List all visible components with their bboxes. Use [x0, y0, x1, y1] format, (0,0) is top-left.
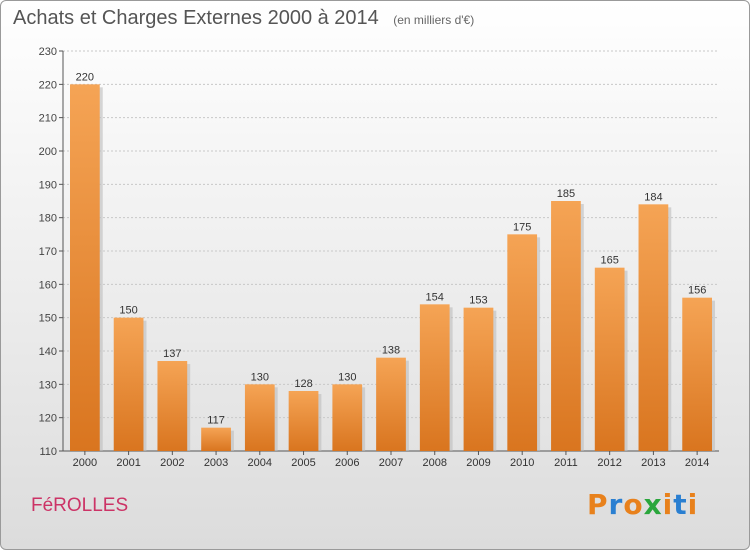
logo-letter: x — [643, 488, 663, 521]
logo-letter: r — [608, 488, 624, 521]
x-tick-label: 2013 — [641, 457, 665, 469]
bar-value-label: 175 — [513, 221, 531, 233]
y-tick-label: 130 — [39, 379, 57, 391]
y-tick-label: 230 — [39, 46, 57, 58]
x-tick-label: 2005 — [291, 457, 315, 469]
x-tick-label: 2009 — [466, 457, 490, 469]
bar-value-label: 128 — [294, 378, 312, 390]
chart-title: Achats et Charges Externes 2000 à 2014 — [13, 7, 379, 29]
x-tick-label: 2014 — [685, 457, 709, 469]
y-tick-label: 180 — [39, 213, 57, 225]
chart-subtitle: (en milliers d'€) — [393, 13, 475, 27]
bar — [507, 234, 538, 451]
bar-value-label: 138 — [382, 345, 400, 357]
logo-letter: P — [587, 488, 609, 521]
x-tick-label: 2004 — [248, 457, 272, 469]
bar — [419, 304, 450, 451]
bar — [157, 361, 188, 451]
x-tick-label: 2012 — [597, 457, 621, 469]
x-tick-label: 2011 — [554, 457, 578, 469]
logo-letter: t — [673, 488, 688, 521]
bar-value-label: 130 — [338, 371, 356, 383]
x-tick-label: 2000 — [73, 457, 97, 469]
y-tick-label: 210 — [39, 113, 57, 125]
bar — [682, 297, 713, 451]
bar — [113, 317, 144, 451]
bar — [551, 201, 581, 451]
logo-letter: i — [662, 488, 674, 521]
bar-value-label: 185 — [557, 188, 575, 200]
x-tick-label: 2002 — [160, 457, 184, 469]
bar-value-label: 154 — [426, 291, 444, 303]
bar-value-label: 137 — [163, 348, 181, 360]
bar — [463, 307, 494, 451]
x-tick-label: 2006 — [335, 457, 359, 469]
x-tick-label: 2007 — [379, 457, 403, 469]
x-tick-label: 2001 — [116, 457, 140, 469]
y-tick-label: 200 — [39, 146, 57, 158]
x-tick-label: 2010 — [510, 457, 534, 469]
y-tick-label: 160 — [39, 279, 57, 291]
y-tick-label: 140 — [39, 346, 57, 358]
logo-letter: i — [687, 488, 699, 521]
y-tick-label: 170 — [39, 246, 57, 258]
bar-value-label: 130 — [251, 371, 269, 383]
bar — [594, 267, 625, 451]
y-tick-label: 110 — [39, 446, 57, 458]
logo-letter: o — [623, 488, 644, 521]
bar-value-label: 117 — [207, 415, 225, 427]
y-tick-label: 220 — [39, 79, 57, 91]
y-tick-label: 150 — [39, 313, 57, 325]
bar — [244, 384, 275, 451]
bar-value-label: 150 — [119, 305, 137, 317]
bar-value-label: 184 — [644, 191, 662, 203]
chart-title-row: Achats et Charges Externes 2000 à 2014 (… — [13, 7, 474, 30]
proxiti-logo: Proxiti — [587, 488, 698, 521]
bar — [332, 384, 363, 451]
bar — [288, 391, 319, 451]
bar-value-label: 156 — [688, 285, 706, 297]
y-tick-label: 190 — [39, 179, 57, 191]
commune-name: FéROLLES — [31, 495, 129, 516]
x-tick-label: 2008 — [422, 457, 446, 469]
x-tick-label: 2003 — [204, 457, 228, 469]
bar-value-label: 165 — [600, 255, 618, 267]
y-tick-label: 120 — [39, 413, 57, 425]
bar-value-label: 220 — [76, 71, 94, 83]
bar-value-label: 153 — [469, 295, 487, 307]
bar — [376, 357, 406, 451]
bar — [69, 84, 100, 451]
bar — [638, 204, 669, 451]
bar — [201, 427, 231, 451]
